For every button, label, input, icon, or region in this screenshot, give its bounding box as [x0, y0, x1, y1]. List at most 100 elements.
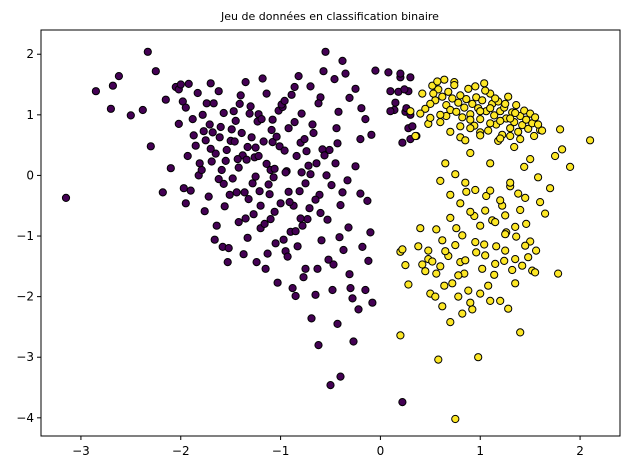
- data-point-class-1: [472, 248, 481, 257]
- data-point-class-0: [268, 115, 277, 124]
- data-point-class-0: [217, 165, 226, 175]
- data-point-class-1: [446, 318, 455, 327]
- data-point-class-0: [281, 168, 290, 177]
- data-point-class-0: [293, 242, 302, 251]
- data-point-class-0: [307, 314, 316, 323]
- chart-title: Jeu de données en classification binaire: [220, 10, 439, 23]
- data-point-class-1: [458, 309, 467, 318]
- data-point-class-0: [179, 184, 188, 193]
- data-point-class-1: [506, 114, 515, 123]
- data-point-class-0: [158, 188, 167, 197]
- data-point-class-1: [426, 99, 435, 109]
- data-point-class-1: [424, 246, 433, 255]
- data-point-class-0: [322, 171, 331, 180]
- data-point-class-1: [460, 103, 469, 112]
- data-point-class-1: [491, 259, 500, 268]
- data-point-class-0: [284, 124, 293, 133]
- data-point-class-0: [325, 145, 334, 155]
- data-point-class-1: [441, 247, 450, 256]
- data-point-class-0: [199, 127, 208, 136]
- data-point-class-1: [466, 298, 475, 307]
- data-point-class-0: [270, 164, 279, 173]
- data-point-class-0: [270, 207, 279, 216]
- data-point-class-1: [521, 241, 530, 250]
- data-point-class-1: [431, 292, 440, 301]
- data-point-class-1: [512, 101, 521, 110]
- data-point-class-0: [261, 264, 270, 273]
- data-point-class-0: [207, 157, 216, 166]
- data-point-class-1: [448, 94, 457, 103]
- data-point-class-0: [166, 164, 175, 173]
- data-point-class-1: [492, 242, 501, 251]
- data-point-class-0: [206, 79, 215, 88]
- data-point-class-0: [349, 337, 358, 346]
- data-point-class-0: [143, 47, 152, 56]
- data-point-class-0: [219, 108, 228, 118]
- data-point-class-0: [332, 124, 341, 133]
- data-point-class-0: [290, 82, 299, 92]
- data-point-class-0: [358, 242, 367, 251]
- data-point-class-1: [458, 231, 467, 240]
- data-point-class-0: [265, 190, 274, 199]
- data-point-class-0: [247, 133, 256, 142]
- data-point-class-1: [558, 145, 567, 154]
- data-point-class-1: [466, 115, 475, 124]
- data-point-class-0: [306, 82, 315, 91]
- data-point-class-0: [295, 187, 304, 196]
- data-point-class-0: [239, 250, 248, 259]
- data-point-class-0: [205, 120, 214, 129]
- data-point-class-0: [311, 290, 320, 299]
- data-point-class-0: [288, 284, 297, 293]
- data-point-class-0: [222, 145, 231, 155]
- data-point-class-0: [367, 130, 376, 139]
- data-point-class-1: [466, 124, 475, 133]
- data-point-class-0: [280, 96, 289, 106]
- data-point-class-0: [287, 90, 296, 99]
- data-point-class-1: [428, 257, 437, 266]
- data-point-class-0: [184, 79, 193, 89]
- data-point-class-0: [306, 170, 315, 179]
- data-point-class-0: [208, 128, 217, 137]
- data-point-class-1: [566, 162, 575, 171]
- data-point-class-1: [531, 268, 540, 277]
- data-point-class-0: [215, 133, 224, 142]
- data-point-class-0: [354, 305, 363, 314]
- data-point-class-1: [461, 178, 470, 187]
- data-point-class-0: [333, 319, 342, 328]
- data-point-class-1: [464, 84, 473, 93]
- data-point-class-0: [357, 104, 366, 113]
- x-tick-label: −3: [72, 444, 90, 458]
- x-tick-label: 1: [476, 444, 484, 458]
- data-point-class-0: [276, 199, 285, 208]
- data-point-class-1: [511, 279, 520, 288]
- data-point-class-0: [273, 278, 282, 287]
- data-point-class-1: [526, 155, 535, 164]
- data-point-class-0: [345, 93, 354, 103]
- data-point-class-0: [291, 227, 300, 236]
- data-point-class-0: [197, 165, 206, 175]
- y-tick-label: −1: [16, 229, 34, 243]
- data-point-class-0: [308, 120, 317, 129]
- data-point-class-1: [421, 267, 430, 276]
- data-point-class-1: [446, 190, 455, 199]
- data-point-class-0: [211, 149, 220, 158]
- data-point-class-0: [106, 104, 116, 113]
- data-point-class-1: [480, 79, 489, 88]
- y-tick-label: −3: [16, 350, 34, 364]
- data-point-class-1: [406, 107, 415, 116]
- data-point-class-1: [441, 159, 450, 168]
- data-point-class-0: [244, 195, 253, 204]
- data-point-class-0: [245, 109, 254, 118]
- data-point-class-0: [181, 103, 190, 112]
- data-point-class-1: [478, 96, 487, 105]
- data-point-class-1: [436, 110, 445, 119]
- data-point-class-1: [476, 115, 485, 124]
- data-point-class-1: [511, 222, 520, 231]
- data-point-class-1: [474, 353, 483, 362]
- data-point-class-1: [426, 113, 435, 123]
- data-point-class-1: [429, 89, 438, 98]
- data-point-class-0: [361, 285, 370, 295]
- data-point-class-1: [491, 218, 500, 227]
- data-point-class-0: [237, 128, 246, 138]
- data-point-class-1: [506, 124, 515, 133]
